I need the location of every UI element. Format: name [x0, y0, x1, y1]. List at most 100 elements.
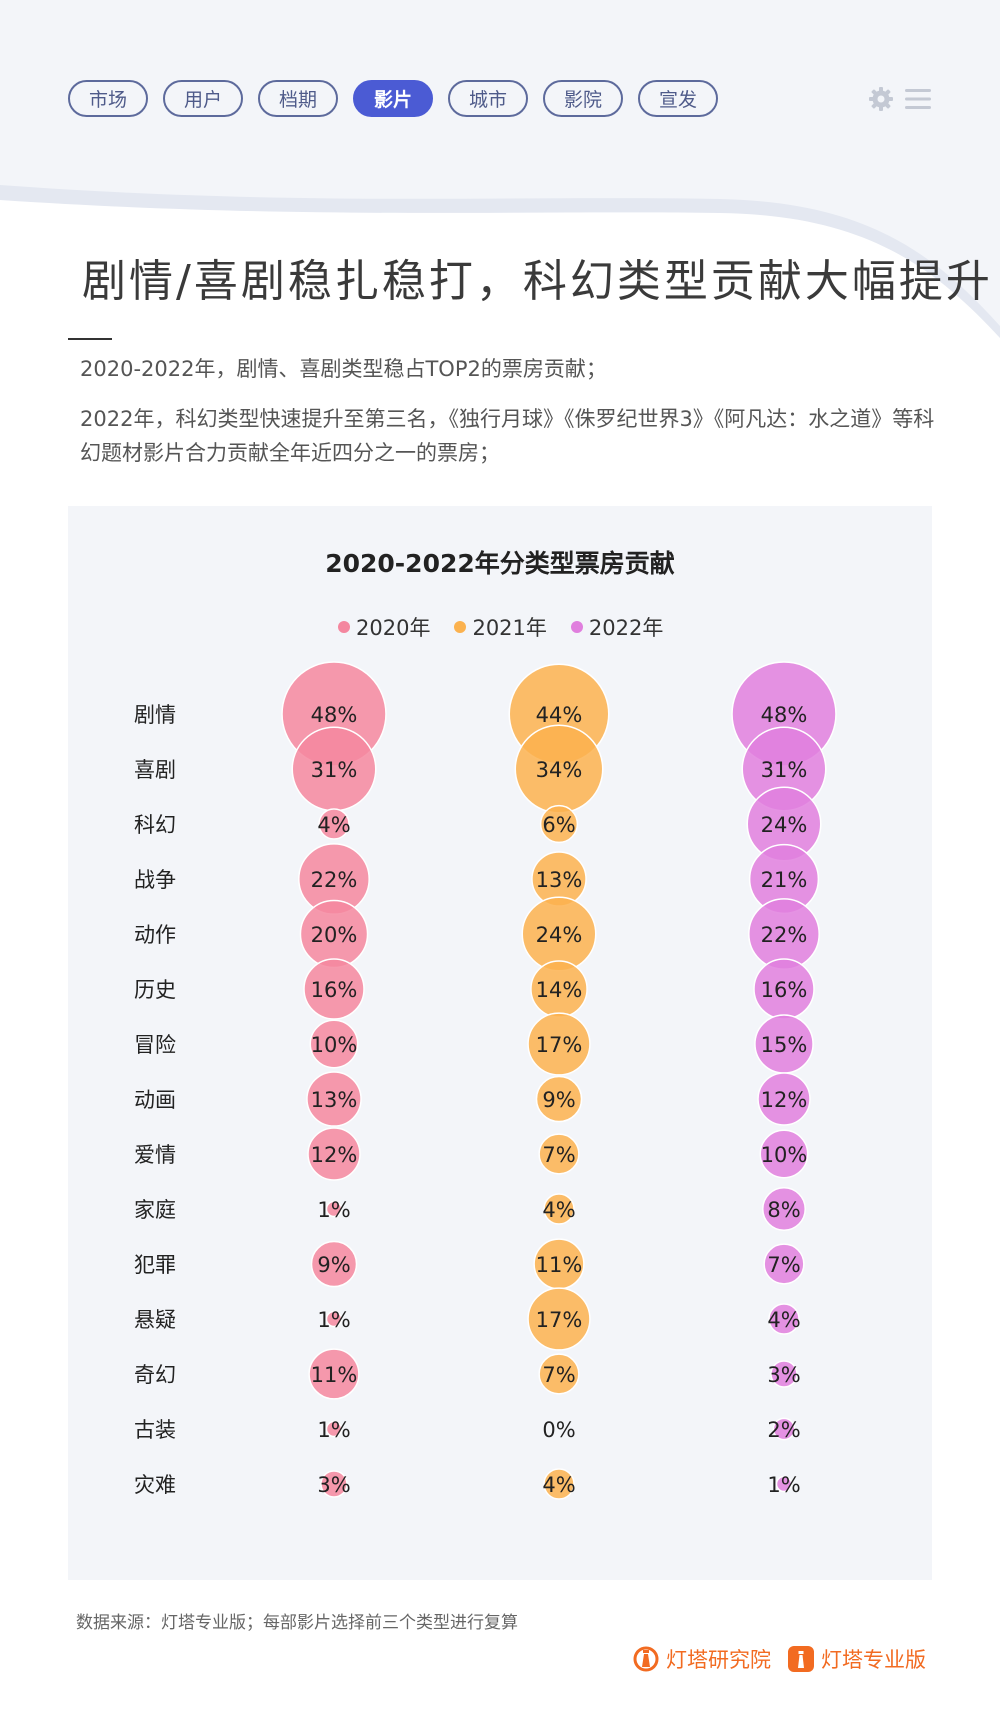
tab-cities[interactable]: 城市 — [448, 80, 528, 117]
category-label: 灾难 — [134, 1473, 176, 1497]
bubble-2021 — [538, 1353, 580, 1395]
category-label: 动作 — [134, 923, 176, 947]
value-label: 17% — [536, 1308, 583, 1332]
bubble-2022 — [762, 1187, 806, 1231]
bubble-2022 — [757, 1072, 811, 1126]
category-label: 家庭 — [134, 1198, 176, 1222]
description-line-2: 2022年，科幻类型快速提升至第三名，《独行月球》《侏罗纪世界3》《阿凡达：水之… — [80, 407, 935, 465]
legend-label-2021: 2021年 — [472, 616, 547, 640]
value-label: 16% — [311, 978, 358, 1002]
value-label: 8% — [767, 1198, 800, 1222]
category-label: 剧情 — [134, 703, 176, 727]
value-label: 7% — [767, 1253, 800, 1277]
chart-title: 2020-2022年分类型票房贡献 — [325, 549, 675, 578]
tab-market[interactable]: 市场 — [68, 80, 148, 117]
tab-films[interactable]: 影片 — [353, 80, 433, 117]
value-label: 21% — [761, 868, 808, 892]
tab-cinemas[interactable]: 影院 — [543, 80, 623, 117]
brand-research: 灯塔研究院 — [632, 1644, 771, 1674]
value-label: 1% — [317, 1198, 350, 1222]
tab-schedule[interactable]: 档期 — [258, 80, 338, 117]
value-label: 4% — [767, 1308, 800, 1332]
bubble-2020 — [306, 1071, 362, 1127]
bubble-2020 — [320, 1470, 348, 1498]
bubble-2020 — [325, 1200, 343, 1218]
category-label: 冒险 — [134, 1033, 176, 1057]
category-label: 奇幻 — [134, 1363, 176, 1387]
brand-pro: 灯塔专业版 — [787, 1644, 926, 1674]
bubble-2020 — [310, 1240, 358, 1288]
legend-item-2020: 2020年 — [338, 612, 430, 642]
value-label: 1% — [317, 1418, 350, 1442]
value-label: 1% — [317, 1308, 350, 1332]
value-label: 0% — [542, 1418, 575, 1442]
bubble-2020 — [307, 1127, 361, 1181]
value-label: 24% — [761, 813, 808, 837]
value-label: 11% — [311, 1363, 358, 1387]
bubble-2020 — [325, 1310, 343, 1328]
value-label: 9% — [317, 1253, 350, 1277]
lighthouse-app-icon — [788, 1646, 814, 1672]
value-label: 15% — [761, 1033, 808, 1057]
bubble-2020 — [318, 808, 350, 840]
chart-legend: 2020年 2021年 2022年 — [338, 612, 663, 642]
category-label: 科幻 — [134, 813, 176, 837]
value-label: 48% — [761, 703, 808, 727]
value-label: 17% — [536, 1033, 583, 1057]
value-label: 6% — [542, 813, 575, 837]
bubble-2021 — [539, 804, 579, 844]
bubble-2022 — [768, 1303, 800, 1335]
value-label: 7% — [542, 1143, 575, 1167]
lighthouse-logo-icon — [633, 1646, 659, 1672]
bubble-2021 — [527, 1287, 591, 1351]
category-label: 喜剧 — [134, 758, 176, 782]
value-label: 7% — [542, 1363, 575, 1387]
value-label: 20% — [311, 923, 358, 947]
bubble-2021 — [527, 1012, 591, 1076]
value-label: 14% — [536, 978, 583, 1002]
category-label: 动画 — [134, 1088, 176, 1112]
value-label: 48% — [311, 703, 358, 727]
value-label: 22% — [761, 923, 808, 947]
legend-item-2021: 2021年 — [454, 612, 547, 642]
title-divider — [68, 338, 112, 340]
tab-users[interactable]: 用户 — [163, 80, 243, 117]
value-label: 1% — [767, 1473, 800, 1497]
legend-marker-2021 — [454, 621, 467, 633]
bubble-2021 — [543, 1193, 575, 1225]
value-label: 12% — [311, 1143, 358, 1167]
brand-pro-label: 灯塔专业版 — [821, 1648, 926, 1672]
category-label: 悬疑 — [134, 1308, 176, 1332]
page-title: 剧情/喜剧稳扎稳打，科幻类型贡献大幅提升 — [82, 256, 993, 307]
bubble-2021 — [538, 1133, 580, 1175]
top-nav: 市场 用户 档期 影片 城市 影院 宣发 — [68, 80, 718, 117]
legend-item-2022: 2022年 — [570, 612, 664, 642]
value-label: 13% — [536, 868, 583, 892]
tab-promotion[interactable]: 宣发 — [638, 80, 718, 117]
bubble-2022 — [772, 1417, 796, 1441]
value-label: 31% — [311, 758, 358, 782]
gear-icon[interactable] — [868, 86, 894, 112]
bubble-2021 — [535, 1075, 583, 1123]
value-label: 12% — [761, 1088, 808, 1112]
bubble-2022 — [763, 1243, 805, 1285]
hamburger-menu-icon[interactable] — [904, 86, 932, 112]
category-label: 爱情 — [134, 1143, 176, 1167]
bubble-2022 — [770, 1360, 798, 1388]
data-source-note: 数据来源：灯塔专业版；每部影片选择前三个类型进行复算 — [76, 1613, 518, 1633]
bubble-2022 — [775, 1475, 793, 1493]
brand-footer: 灯塔研究院 灯塔专业版 — [632, 1644, 926, 1674]
bubble-2022 — [759, 1129, 809, 1179]
legend-label-2022: 2022年 — [588, 616, 664, 640]
value-label: 10% — [311, 1033, 358, 1057]
category-label: 古装 — [134, 1418, 176, 1442]
category-label: 历史 — [134, 978, 176, 1002]
category-label: 犯罪 — [134, 1253, 176, 1277]
category-label: 战争 — [134, 868, 176, 892]
value-label: 22% — [311, 868, 358, 892]
bubble-2020 — [303, 958, 365, 1020]
bubble-2020 — [325, 1420, 343, 1438]
bubble-2021 — [543, 1468, 575, 1500]
value-label: 10% — [761, 1143, 808, 1167]
